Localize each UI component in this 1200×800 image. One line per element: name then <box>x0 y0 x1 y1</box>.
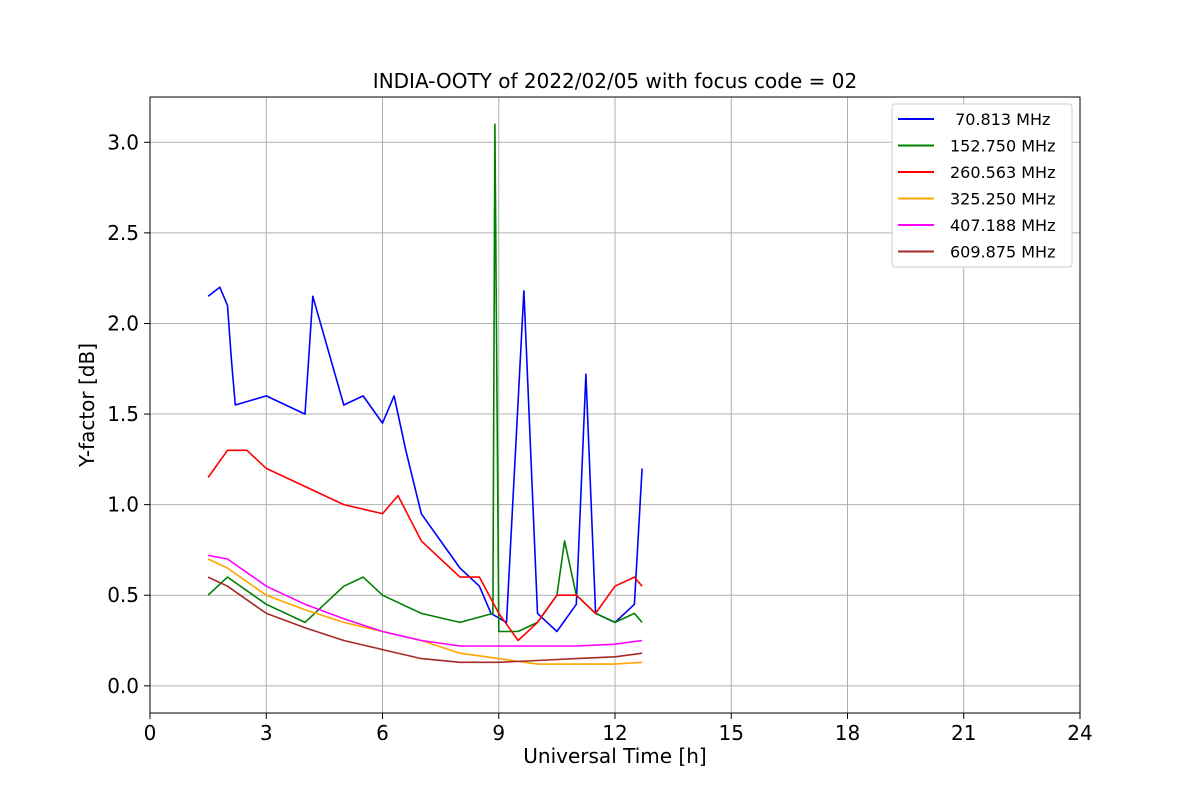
series-line-5 <box>207 554 643 647</box>
chart-title: INDIA-OOTY of 2022/02/05 with focus code… <box>373 69 857 93</box>
y-tick-label: 0.0 <box>107 674 139 698</box>
legend-label: 325.250 MHz <box>950 190 1055 209</box>
x-tick-label: 3 <box>260 721 273 745</box>
y-tick-label: 2.5 <box>107 221 139 245</box>
x-tick-label: 0 <box>144 721 157 745</box>
series-line-1 <box>207 286 643 633</box>
x-tick-label: 12 <box>602 721 627 745</box>
x-tick-label: 21 <box>951 721 976 745</box>
series-line-2 <box>207 123 643 633</box>
legend-label: 407.188 MHz <box>950 216 1055 235</box>
series-line-3 <box>207 449 643 642</box>
y-tick-label: 2.0 <box>107 311 139 335</box>
legend-label: 152.750 MHz <box>950 137 1055 156</box>
legend: 70.813 MHz 152.750 MHz 260.563 MHz 325.250 … <box>891 103 1073 268</box>
legend-label: 260.563 MHz <box>950 163 1055 182</box>
y-tick-label: 3.0 <box>107 130 139 154</box>
y-axis: 0.0 0.5 1.0 1.5 2.0 2.5 3.0 <box>107 130 150 698</box>
x-tick-label: 9 <box>492 721 505 745</box>
legend-label: 609.875 MHz <box>950 243 1055 262</box>
legend-box <box>891 103 1073 268</box>
plot-area <box>207 123 643 665</box>
x-tick-label: 6 <box>376 721 389 745</box>
x-tick-label: 24 <box>1067 721 1092 745</box>
x-axis: 0 3 6 9 12 15 18 21 24 <box>144 713 1093 745</box>
y-tick-label: 1.0 <box>107 493 139 517</box>
series-line-6 <box>207 576 643 664</box>
y-axis-label: Y-factor [dB] <box>75 343 99 468</box>
legend-label: 70.813 MHz <box>950 110 1050 129</box>
y-tick-label: 1.5 <box>107 402 139 426</box>
x-tick-label: 18 <box>835 721 860 745</box>
x-axis-label: Universal Time [h] <box>523 744 706 768</box>
grid <box>149 97 1081 713</box>
y-tick-label: 0.5 <box>107 583 139 607</box>
x-tick-label: 15 <box>719 721 744 745</box>
